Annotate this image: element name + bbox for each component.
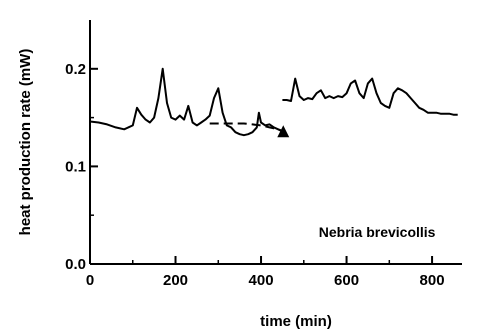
y-axis-title: heat production rate (mW) bbox=[17, 49, 34, 236]
y-tick-label: 0.0 bbox=[65, 256, 86, 273]
x-tick-label: 200 bbox=[163, 272, 188, 289]
axes bbox=[89, 20, 462, 265]
triangle-marker bbox=[277, 125, 290, 138]
x-tick-label: 800 bbox=[420, 272, 445, 289]
x-tick-label: 400 bbox=[249, 272, 274, 289]
x-tick-label: 600 bbox=[334, 272, 359, 289]
x-axis-title: time (min) bbox=[260, 313, 332, 330]
series-line-3 bbox=[282, 77, 458, 116]
y-tick-label: 0.1 bbox=[65, 158, 86, 175]
series-layer bbox=[89, 67, 458, 138]
x-tick-label: 0 bbox=[86, 272, 94, 289]
y-tick-label: 0.2 bbox=[65, 61, 86, 78]
annotation: Nebria brevicollis bbox=[319, 224, 436, 240]
ticks: 0 200 400 600 800 0.0 0.1 0.2 bbox=[65, 61, 444, 289]
series-line-2 bbox=[209, 122, 284, 133]
